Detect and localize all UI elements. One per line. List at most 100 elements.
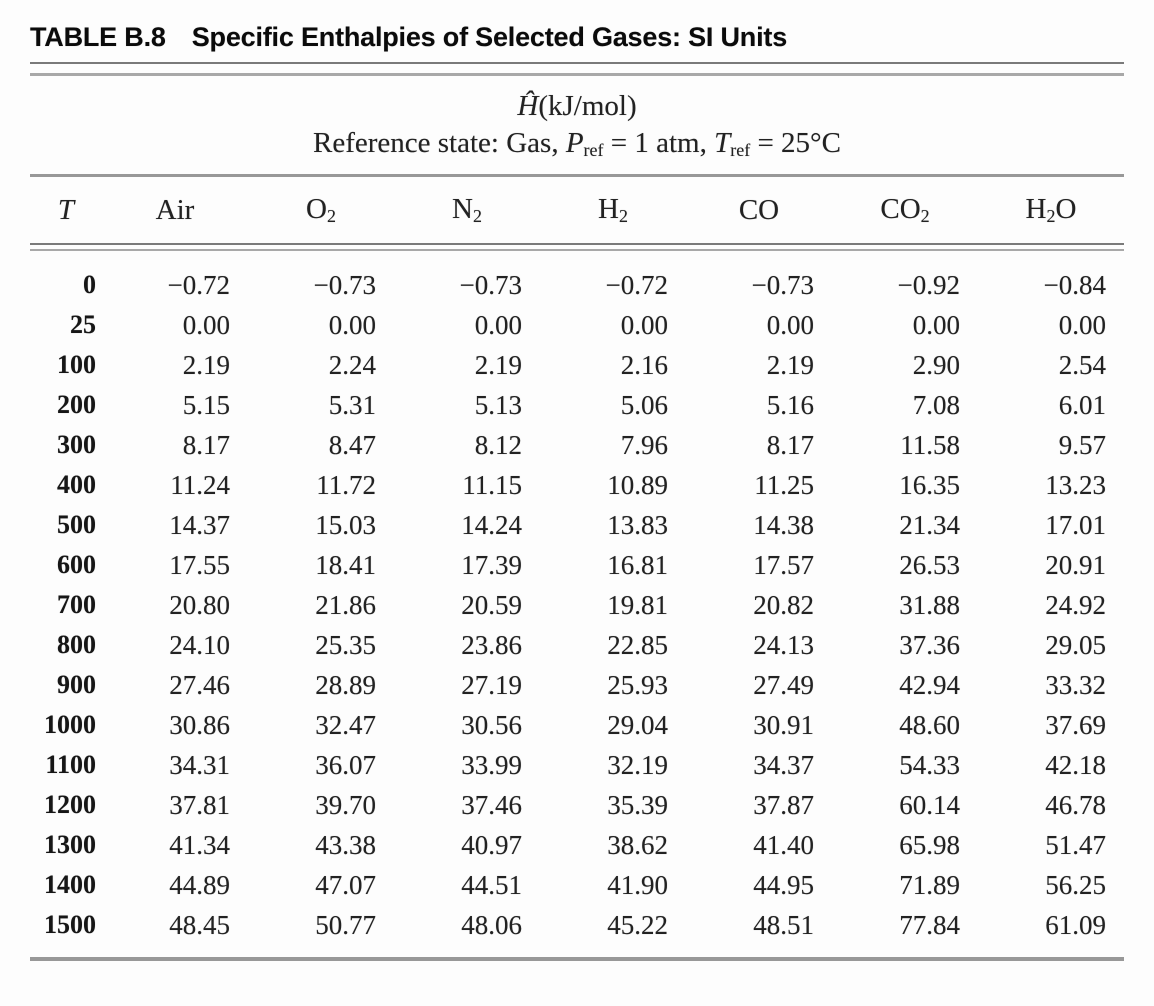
value-cell: 40.97: [461, 830, 522, 860]
temperature-cell: 0: [83, 270, 96, 299]
text-segment: Reference state: Gas,: [313, 127, 566, 159]
value-cell: 11.24: [170, 470, 230, 500]
value-cell: 48.51: [753, 910, 814, 940]
text-segment: T: [714, 127, 731, 159]
value-cell: 0.00: [1058, 310, 1106, 340]
value-cell: 7.96: [620, 430, 668, 460]
value-cell: 44.89: [169, 870, 230, 900]
value-cell: 5.06: [620, 390, 668, 420]
value-cell: 0.00: [620, 310, 668, 340]
text-segment: Ĥ: [517, 90, 539, 122]
value-cell: 2.54: [1058, 350, 1106, 380]
value-cell: 39.70: [315, 790, 376, 820]
value-cell: 65.98: [899, 830, 960, 860]
value-cell: 14.24: [461, 510, 522, 540]
temperature-cell: 900: [57, 670, 96, 699]
value-cell: 2.24: [328, 350, 376, 380]
value-cell: 27.49: [753, 670, 814, 700]
temperature-cell: 1300: [44, 830, 96, 859]
rule-line: [30, 243, 1124, 245]
value-cell: 20.82: [753, 590, 814, 620]
temperature-cell: 1100: [45, 750, 96, 779]
value-cell: 25.93: [607, 670, 668, 700]
temperature-cell: 700: [57, 590, 96, 619]
table-row: 25 0.00 0.00 0.00 0.00 0.00 0.00 0.00: [30, 305, 1124, 345]
value-cell: 9.57: [1058, 430, 1106, 460]
value-cell: 44.51: [461, 870, 522, 900]
value-cell: 26.53: [899, 550, 960, 580]
value-cell: 37.69: [1045, 710, 1106, 740]
table-row: 600 17.55 18.41 17.39 16.81 17.57 26.53 20.91: [30, 545, 1124, 585]
value-cell: 41.34: [169, 830, 230, 860]
table-row: 1200 37.81 39.70 37.46 35.39 37.87 60.14 46.78: [30, 785, 1124, 825]
value-cell: 21.86: [315, 590, 376, 620]
value-cell: 11.58: [900, 430, 960, 460]
value-cell: 47.07: [315, 870, 376, 900]
text-segment: CO: [738, 193, 780, 226]
value-cell: −0.72: [167, 270, 230, 300]
table-row: 300 8.17 8.47 8.12 7.96 8.17 11.58 9.57: [30, 425, 1124, 465]
value-cell: 71.89: [899, 870, 960, 900]
value-cell: 48.60: [899, 710, 960, 740]
value-cell: 32.47: [315, 710, 376, 740]
rule-line: [30, 62, 1124, 64]
value-cell: 13.23: [1045, 470, 1106, 500]
value-cell: 61.09: [1045, 910, 1106, 940]
value-cell: 0.00: [328, 310, 376, 340]
value-cell: 23.86: [461, 630, 522, 660]
table-row: 1100 34.31 36.07 33.99 32.19 34.37 54.33 42.18: [30, 745, 1124, 785]
value-cell: 33.99: [461, 750, 522, 780]
header-top-rule: [30, 174, 1124, 177]
column-header-co: CO: [686, 194, 832, 227]
value-cell: 48.45: [169, 910, 230, 940]
text-segment: (kJ/mol): [538, 90, 637, 122]
value-cell: 38.62: [607, 830, 668, 860]
value-cell: 60.14: [899, 790, 960, 820]
table-row: 500 14.37 15.03 14.24 13.83 14.38 21.34 17.01: [30, 505, 1124, 545]
table-row: 1400 44.89 47.07 44.51 41.90 44.95 71.89 56.25: [30, 865, 1124, 905]
value-cell: 36.07: [315, 750, 376, 780]
value-cell: −0.72: [605, 270, 668, 300]
value-cell: 16.35: [899, 470, 960, 500]
value-cell: 19.81: [607, 590, 668, 620]
table-row: 1300 41.34 43.38 40.97 38.62 41.40 65.98 51.47: [30, 825, 1124, 865]
value-cell: 2.19: [474, 350, 522, 380]
value-cell: 41.90: [607, 870, 668, 900]
value-cell: 18.41: [315, 550, 376, 580]
column-header-row: T Air O2 N2 H2 CO CO2 H2O: [30, 177, 1124, 243]
text-segment: = 25°C: [750, 127, 841, 159]
table-row: 200 5.15 5.31 5.13 5.06 5.16 7.08 6.01: [30, 385, 1124, 425]
temperature-cell: 200: [57, 390, 96, 419]
column-header-h2o: H2O: [978, 193, 1124, 227]
text-segment: = 1 atm,: [603, 127, 715, 159]
text-segment: T: [57, 193, 75, 226]
bottom-rule: [30, 957, 1124, 961]
value-cell: −0.73: [751, 270, 814, 300]
value-cell: −0.73: [313, 270, 376, 300]
value-cell: 24.13: [753, 630, 814, 660]
column-header-co2: CO2: [832, 193, 978, 227]
rule-line: [30, 73, 1124, 76]
value-cell: 5.31: [328, 390, 376, 420]
value-cell: 13.83: [607, 510, 668, 540]
table-row: 400 11.24 11.72 11.15 10.89 11.25 16.35 13.23: [30, 465, 1124, 505]
text-segment: ref: [583, 139, 604, 160]
column-header-t: T: [30, 194, 102, 227]
table-row: 1000 30.86 32.47 30.56 29.04 30.91 48.60 37.69: [30, 705, 1124, 745]
value-cell: 24.92: [1045, 590, 1106, 620]
value-cell: 15.03: [315, 510, 376, 540]
temperature-cell: 600: [57, 550, 96, 579]
value-cell: 0.00: [912, 310, 960, 340]
table-row: 0 −0.72 −0.73 −0.73 −0.72 −0.73 −0.92 −0.84: [30, 265, 1124, 305]
text-segment: O: [306, 193, 327, 226]
table-body: 0 −0.72 −0.73 −0.73 −0.72 −0.73 −0.92 −0.84 25 0.…: [30, 265, 1124, 945]
value-cell: 35.39: [607, 790, 668, 820]
value-cell: 44.95: [753, 870, 814, 900]
value-cell: 0.00: [182, 310, 230, 340]
value-cell: 11.72: [316, 470, 376, 500]
value-cell: 51.47: [1045, 830, 1106, 860]
text-segment: 2: [920, 205, 930, 226]
value-cell: −0.92: [897, 270, 960, 300]
column-header-o2: O2: [248, 193, 394, 227]
